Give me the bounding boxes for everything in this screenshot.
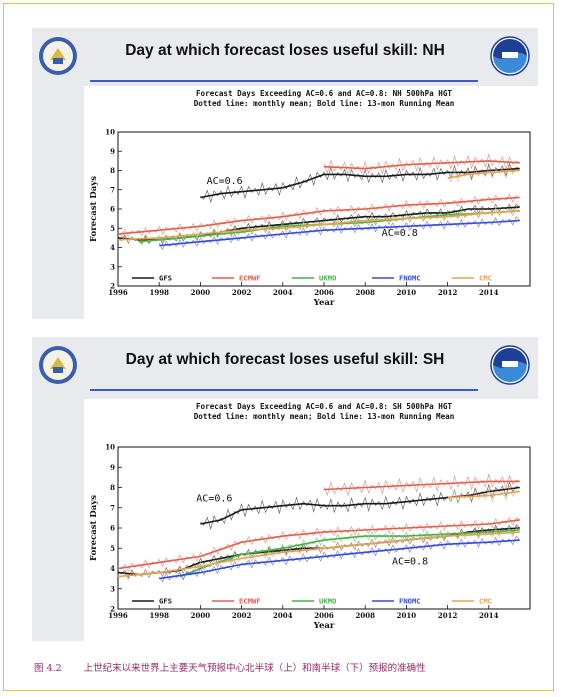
- legend-entry-gfs: GFS: [159, 597, 172, 606]
- y-tick-label: 5: [110, 544, 115, 553]
- chart-title: Forecast Days Exceeding AC=0.6 and AC=0.…: [196, 89, 452, 98]
- running-mean-line-fnomc: [159, 539, 520, 580]
- running-mean-line-cmc: [447, 490, 520, 499]
- caption-text: 上世纪末以来世界上主要天气预报中心北半球（上）和南半球（下）预报的准确性: [83, 663, 426, 674]
- x-tick-label: 1998: [149, 288, 169, 297]
- legend-entry-fnomc: FNOMC: [399, 274, 421, 283]
- y-tick-label: 4: [110, 564, 115, 573]
- x-tick-label: 2008: [355, 288, 375, 297]
- y-tick-label: 9: [110, 463, 115, 472]
- commerce-seal-icon: [39, 37, 77, 75]
- legend-entry-cmc: CMC: [479, 597, 492, 606]
- x-tick-label: 2002: [232, 288, 252, 297]
- y-tick-label: 5: [110, 224, 115, 233]
- legend-entry-ecmwf: ECMWF: [239, 274, 261, 283]
- x-tick-label: 1998: [149, 611, 169, 620]
- running-mean-line-fnomc: [159, 219, 520, 247]
- running-mean-line-ecmwf: [323, 160, 520, 170]
- series-group-annotation: AC=0.6: [196, 494, 232, 505]
- x-tick-label: 2004: [273, 611, 293, 620]
- noaa-logo-icon: [490, 345, 530, 385]
- legend-entry-ukmo: UKMO: [319, 597, 336, 606]
- sh-chart: Forecast Days Exceeding AC=0.6 and AC=0.…: [84, 399, 538, 641]
- y-tick-label: 2: [110, 605, 115, 614]
- x-tick-label: 2004: [273, 288, 293, 297]
- y-tick-label: 6: [110, 524, 115, 533]
- x-tick-label: 2010: [397, 611, 417, 620]
- nh-chart-svg: Forecast Days Exceeding AC=0.6 and AC=0.…: [89, 89, 531, 308]
- x-tick-label: 2002: [232, 611, 252, 620]
- sh-chart-svg: Forecast Days Exceeding AC=0.6 and AC=0.…: [89, 402, 531, 631]
- x-tick-label: 2010: [397, 288, 417, 297]
- running-mean-line-cmc: [117, 210, 520, 241]
- nh-panel: Day at which forecast loses useful skill…: [32, 28, 538, 319]
- x-axis-label: Year: [313, 298, 335, 308]
- y-tick-label: 7: [110, 185, 115, 194]
- x-axis-label: Year: [313, 621, 335, 631]
- x-tick-label: 1996: [108, 288, 128, 297]
- y-axis-label: Forecast Days: [89, 495, 99, 561]
- legend-entry-fnomc: FNOMC: [399, 597, 421, 606]
- running-mean-line-ecmwf: [117, 519, 520, 570]
- caption-number: 图 4.2: [34, 663, 62, 674]
- legend-entry-gfs: GFS: [159, 274, 172, 283]
- panel-title: Day at which forecast loses useful skill…: [125, 42, 445, 59]
- header-rule: [90, 389, 478, 391]
- y-tick-label: 6: [110, 205, 115, 214]
- x-tick-label: 2012: [438, 611, 458, 620]
- chart-subtitle: Dotted line: monthly mean; Bold line: 13…: [194, 99, 455, 108]
- running-mean-line-cmc: [117, 531, 520, 578]
- y-tick-label: 8: [110, 483, 115, 492]
- y-tick-label: 3: [110, 262, 115, 271]
- x-tick-label: 2000: [191, 288, 211, 297]
- x-tick-label: 2000: [191, 611, 211, 620]
- x-tick-label: 2006: [314, 611, 334, 620]
- legend-entry-cmc: CMC: [479, 274, 492, 283]
- legend-entry-ecmwf: ECMWF: [239, 597, 261, 606]
- x-tick-label: 2012: [438, 288, 458, 297]
- y-tick-label: 10: [105, 443, 115, 452]
- chart-title: Forecast Days Exceeding AC=0.6 and AC=0.…: [196, 402, 452, 411]
- x-tick-label: 2014: [479, 611, 499, 620]
- chart-subtitle: Dotted line: monthly mean; Bold line: 13…: [194, 412, 455, 421]
- legend-entry-ukmo: UKMO: [319, 274, 336, 283]
- y-axis-label: Forecast Days: [89, 176, 99, 242]
- y-tick-label: 2: [110, 282, 115, 291]
- y-tick-label: 8: [110, 166, 115, 175]
- series-group-annotation: AC=0.8: [392, 556, 428, 567]
- x-tick-label: 2008: [355, 611, 375, 620]
- panel-title: Day at which forecast loses useful skill…: [125, 351, 445, 368]
- running-mean-line-cmc: [447, 169, 520, 179]
- x-tick-label: 1996: [108, 611, 128, 620]
- x-tick-label: 2006: [314, 288, 334, 297]
- header-rule: [90, 80, 478, 82]
- series-group-annotation: AC=0.6: [207, 176, 243, 187]
- noaa-logo-icon: [490, 36, 530, 76]
- plot-area: [117, 446, 531, 610]
- figure-frame: Day at which forecast loses useful skill…: [3, 3, 554, 691]
- y-tick-label: 10: [105, 128, 115, 137]
- y-tick-label: 7: [110, 503, 115, 512]
- running-mean-line-ukmo: [179, 529, 520, 578]
- running-mean-line-ecmwf: [323, 480, 520, 491]
- sh-panel: Day at which forecast loses useful skill…: [32, 337, 538, 641]
- figure-caption: 图 4.2 上世纪末以来世界上主要天气预报中心北半球（上）和南半球（下）预报的准确…: [34, 660, 426, 674]
- y-tick-label: 9: [110, 147, 115, 156]
- commerce-seal-icon: [39, 346, 77, 384]
- running-mean-line-ecmwf: [117, 196, 520, 235]
- running-mean-line-gfs: [200, 167, 520, 199]
- x-tick-label: 2014: [479, 288, 499, 297]
- y-tick-label: 3: [110, 584, 115, 593]
- y-tick-label: 4: [110, 243, 115, 252]
- series-group-annotation: AC=0.8: [382, 228, 418, 239]
- nh-chart: Forecast Days Exceeding AC=0.6 and AC=0.…: [84, 86, 538, 319]
